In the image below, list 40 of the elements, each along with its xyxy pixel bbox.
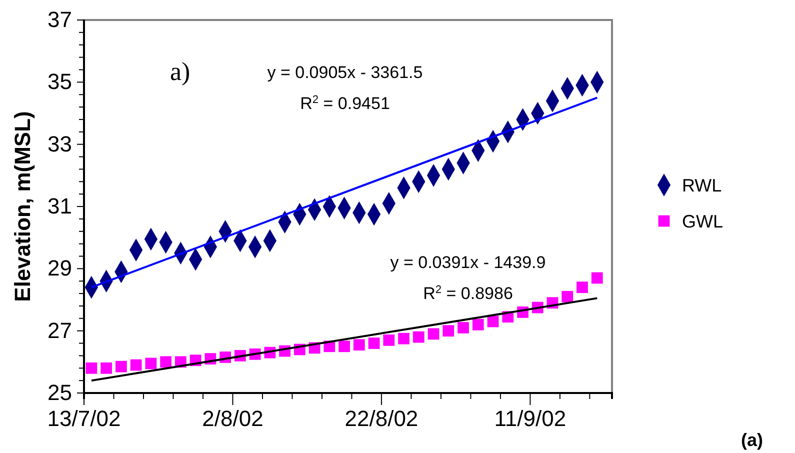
point — [591, 272, 603, 284]
y-tick-label: 25 — [48, 380, 72, 406]
y-tick-label: 27 — [48, 318, 72, 343]
point — [383, 334, 395, 346]
point — [398, 332, 410, 344]
point — [428, 328, 440, 340]
annotation: R$^{2}$ = 0.8986 — [423, 284, 513, 303]
point — [368, 338, 380, 349]
point — [442, 325, 454, 337]
point — [338, 340, 350, 352]
annotation: a) — [170, 57, 190, 86]
point — [100, 362, 112, 374]
point — [412, 331, 424, 343]
point — [576, 282, 588, 294]
x-tick-label: 13/7/02 — [47, 406, 121, 432]
point — [487, 316, 499, 328]
y-tick-label: 33 — [48, 131, 72, 156]
legend-label: RWL — [682, 175, 722, 196]
y-axis-title: Elevation, m(MSL) — [10, 111, 35, 302]
legend-label: GWL — [682, 211, 724, 232]
point — [145, 358, 157, 370]
y-tick-label: 35 — [48, 69, 72, 94]
annotation: R$^{2}$ = 0.9451 — [300, 94, 390, 113]
point — [115, 360, 127, 372]
point — [472, 318, 484, 330]
x-tick-label: 22/8/02 — [344, 406, 418, 432]
x-tick-label: 11/9/02 — [494, 406, 566, 432]
annotation: y = 0.0905x - 3361.5 — [267, 63, 423, 82]
y-tick-label: 37 — [48, 7, 72, 32]
x-tick-label: 2/8/02 — [202, 406, 264, 432]
point — [562, 290, 574, 302]
point — [130, 359, 142, 371]
annotation: y = 0.0391x - 1439.9 — [390, 253, 546, 272]
y-tick-label: 29 — [48, 256, 72, 281]
point — [458, 322, 469, 334]
point — [353, 339, 365, 351]
text: (a) — [741, 430, 764, 450]
point — [160, 356, 172, 368]
point — [86, 362, 98, 374]
y-tick-label: 31 — [48, 194, 72, 219]
